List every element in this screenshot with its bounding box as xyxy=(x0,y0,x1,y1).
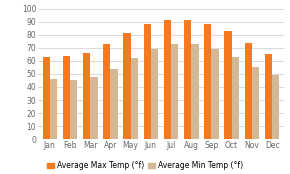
Bar xyxy=(123,33,130,139)
Bar xyxy=(232,57,239,139)
Bar xyxy=(211,49,219,139)
Bar xyxy=(191,44,199,139)
Bar xyxy=(151,49,158,139)
Bar xyxy=(144,24,151,139)
Bar xyxy=(184,21,191,139)
Bar xyxy=(50,79,57,139)
Bar xyxy=(70,80,77,139)
Bar xyxy=(110,69,118,139)
Bar xyxy=(103,44,110,139)
Bar xyxy=(272,75,279,139)
Bar xyxy=(83,53,90,139)
Bar xyxy=(224,31,232,139)
Bar xyxy=(63,56,70,139)
Bar xyxy=(164,21,171,139)
Bar xyxy=(265,54,272,139)
Bar xyxy=(244,43,252,139)
Legend: Average Max Temp (°f), Average Min Temp (°f): Average Max Temp (°f), Average Min Temp … xyxy=(47,161,243,170)
Bar xyxy=(204,24,211,139)
Bar xyxy=(252,68,259,139)
Bar xyxy=(130,58,138,139)
Bar xyxy=(171,44,178,139)
Bar xyxy=(43,57,50,139)
Bar xyxy=(90,77,97,139)
